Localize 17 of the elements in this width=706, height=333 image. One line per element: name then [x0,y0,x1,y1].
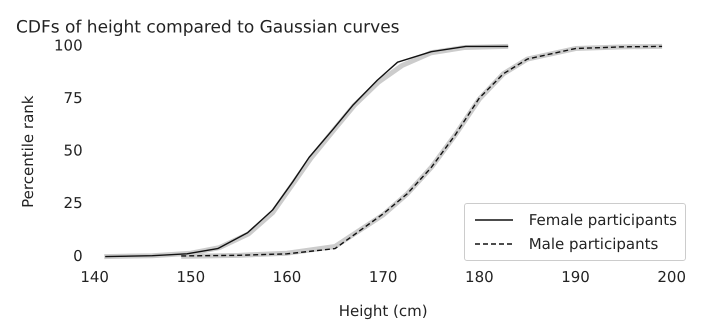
y-tick-label: 50 [64,142,83,160]
x-tick-label: 160 [272,268,302,286]
x-tick-label: 140 [80,268,109,286]
y-axis-title: Percentile rank [18,95,37,208]
x-tick-label: 190 [561,268,590,286]
y-tick-label: 75 [64,88,83,107]
x-tick-label: 150 [176,268,206,286]
y-tick-label: 25 [64,194,83,212]
x-tick-label: 170 [368,268,398,286]
legend-label: Female participants [528,211,677,229]
x-axis-title: Height (cm) [338,302,428,320]
y-tick-label: 0 [73,246,83,265]
x-tick-label: 200 [657,268,686,286]
legend-label: Male participants [528,235,658,253]
x-tick-label: 180 [465,268,494,286]
y-tick-label: 100 [54,36,83,54]
chart-title: CDFs of height compared to Gaussian curves [16,18,400,38]
